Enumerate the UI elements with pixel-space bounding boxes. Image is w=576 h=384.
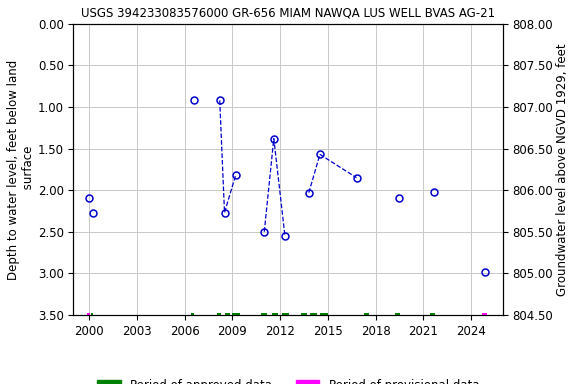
Bar [233, 313, 240, 317]
Bar [88, 313, 90, 317]
Bar [225, 313, 230, 317]
Bar [217, 313, 221, 317]
Bar [90, 313, 93, 317]
Bar [261, 313, 267, 317]
Y-axis label: Depth to water level, feet below land
 surface: Depth to water level, feet below land su… [7, 59, 35, 280]
Bar [191, 313, 194, 317]
Bar [272, 313, 278, 317]
Bar [365, 313, 369, 317]
Bar [320, 313, 328, 317]
Title: USGS 394233083576000 GR-656 MIAM NAWQA LUS WELL BVAS AG-21: USGS 394233083576000 GR-656 MIAM NAWQA L… [81, 7, 495, 20]
Legend: Period of approved data, Period of provisional data: Period of approved data, Period of provi… [92, 374, 484, 384]
Bar [301, 313, 307, 317]
Y-axis label: Groundwater level above NGVD 1929, feet: Groundwater level above NGVD 1929, feet [556, 43, 569, 296]
Bar [282, 313, 289, 317]
Bar [395, 313, 400, 317]
Bar [430, 313, 435, 317]
Bar [482, 313, 487, 317]
Bar [310, 313, 317, 317]
